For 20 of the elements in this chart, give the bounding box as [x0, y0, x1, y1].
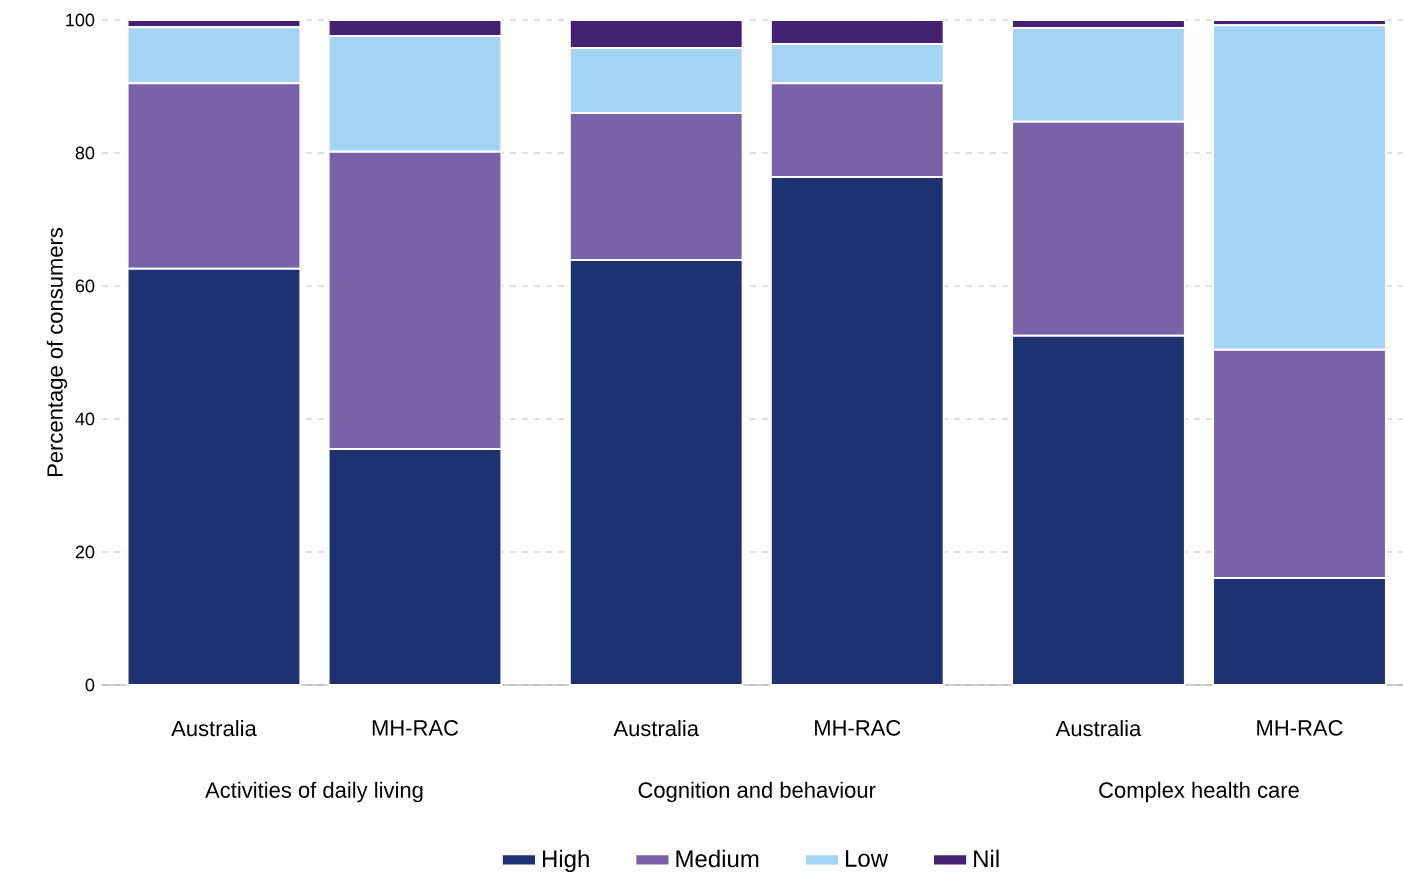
x-tick-label: MH-RAC — [372, 720, 459, 736]
y-axis-title: Percentage of consumers — [46, 228, 68, 477]
legend-label: Low — [845, 850, 889, 867]
y-tick-label: 60 — [75, 279, 95, 293]
x-tick-label: Australia — [1055, 720, 1142, 737]
x-tick-label: Australia — [613, 720, 700, 737]
y-tick-label: 40 — [75, 412, 95, 426]
text: Complex health care — [1099, 781, 1299, 803]
y-tick-label: 20 — [75, 545, 95, 559]
y-tick-label: 0 — [85, 678, 95, 692]
x-tick-label: MH-RAC — [815, 720, 901, 736]
legend-label: High — [542, 849, 589, 872]
x-tick-label: Australia — [171, 720, 257, 737]
legend-label: Nil — [974, 849, 999, 868]
text: Cognition and behaviour — [638, 781, 876, 803]
x-tick-label: MH-RAC — [1257, 720, 1343, 736]
y-tick-label: 100 — [66, 13, 95, 27]
y-tick-label: 80 — [75, 146, 95, 160]
legend-label: Medium — [676, 849, 759, 868]
text: Activities of daily living — [205, 781, 423, 803]
